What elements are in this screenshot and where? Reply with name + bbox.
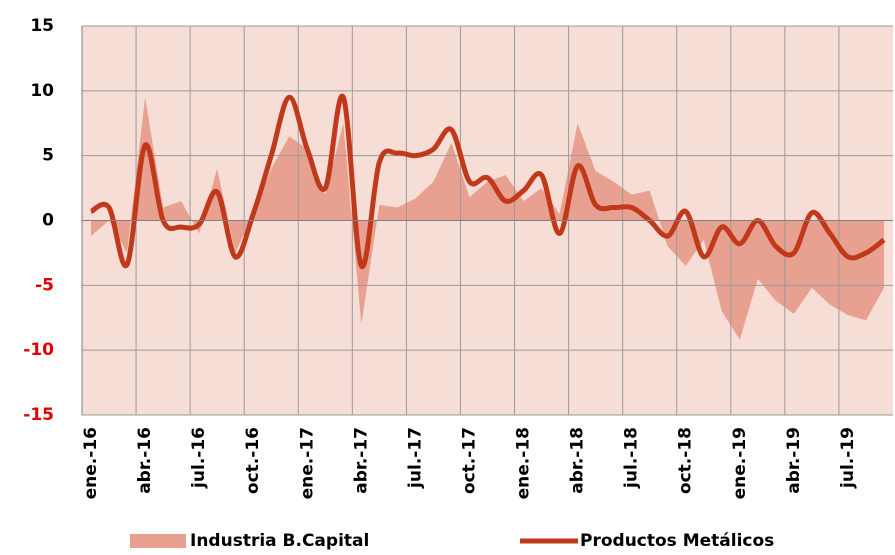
x-tick-label: abr.-16: [135, 427, 155, 494]
line: [89, 93, 886, 269]
x-tick-label: jul.-16: [189, 427, 209, 489]
x-tick-label: oct.-17: [459, 427, 479, 494]
x-tick-label: oct.-16: [243, 427, 263, 494]
x-tick-label: oct.-18: [676, 427, 696, 494]
x-tick-label: jul.-19: [838, 427, 858, 489]
y-tick-label: -10: [23, 340, 54, 360]
y-tick-label: 10: [30, 81, 54, 101]
x-tick-label: abr.-17: [351, 427, 371, 494]
x-tick-label: ene.-16: [81, 427, 101, 499]
y-tick-label: 0: [42, 211, 54, 231]
x-tick-label: ene.-17: [297, 427, 317, 499]
y-tick-label: -15: [23, 405, 54, 425]
legend-label: Industria B.Capital: [190, 531, 369, 551]
x-tick-label: ene.-19: [730, 427, 750, 499]
legend-swatch: [130, 534, 186, 548]
y-tick-label: 15: [30, 16, 54, 36]
x-tick-label: jul.-18: [622, 427, 642, 489]
x-tick-label: jul.-17: [405, 427, 425, 489]
x-tick-label: ene.-18: [514, 427, 534, 499]
legend-label: Productos Metálicos: [580, 531, 774, 551]
y-tick-label: -5: [35, 275, 54, 295]
x-tick-label: abr.-18: [568, 427, 588, 494]
x-tick-label: abr.-19: [784, 427, 804, 494]
y-tick-label: 5: [42, 146, 54, 166]
area: [91, 97, 884, 340]
